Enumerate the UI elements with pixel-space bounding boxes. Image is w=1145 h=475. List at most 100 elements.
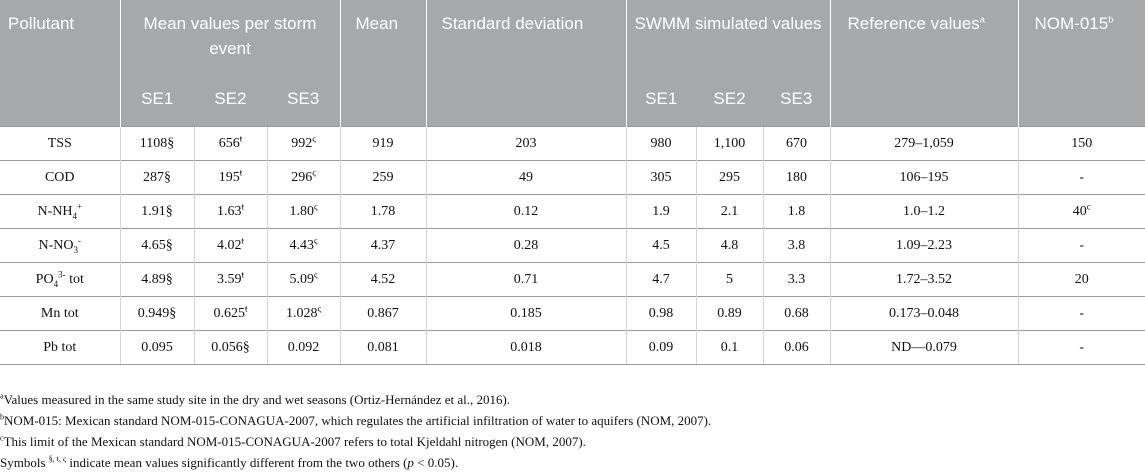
header-mean-per-storm: Mean values per storm event [119,0,340,80]
cell-std: 0.71 [425,262,626,297]
header-pollutant: Pollutant [0,0,120,127]
footnote-symbols: Symbols §, ŧ, ς indicate mean values sig… [0,454,459,470]
cell-sim-se2: 5 [695,262,763,297]
table-row: N-NO3- 4.65§ 4.02ŧ 4.43ς 4.37 0.28 4.5 4… [0,228,1145,263]
header-reference: Reference valuesa [829,0,1018,127]
header-row-1: Pollutant Mean values per storm event Me… [0,0,1145,127]
cell-se2: 0.625ŧ [193,296,267,331]
cell-sim-se2: 295 [695,160,763,195]
cell-reference: 279–1,059 [829,126,1018,161]
cell-se3: 1.028ς [266,296,340,331]
cell-se1: 4.89§ [119,262,194,297]
table-row: N-NH4+ 1.91§ 1.63ŧ 1.80ς 1.78 0.12 1.9 2… [0,194,1145,229]
cell-std: 0.12 [425,194,626,229]
cell-reference: 0.173–0.048 [829,296,1018,331]
cell-std: 0.018 [425,330,626,365]
header-row-2: SE1 SE2 SE3 SE1 SE2 SE3 [0,80,1145,127]
cell-se3: 1.80ς [266,194,340,229]
cell-mean: 4.52 [339,262,426,297]
cell-sim-se3: 0.68 [762,296,830,331]
table-row: TSS 1108§ 656ŧ 992ς 919 203 980 1,100 67… [0,126,1145,161]
cell-nom: - [1017,296,1145,331]
cell-pollutant: N-NO3- [0,228,120,263]
header-mean: Mean [339,0,426,127]
header-se2: SE2 [194,80,267,127]
cell-se3: 296ς [266,160,340,195]
cell-mean: 0.867 [339,296,426,331]
header-se1: SE1 [119,80,194,127]
cell-sim-se3: 3.8 [762,228,830,263]
cell-mean: 1.78 [339,194,426,229]
cell-sim-se1: 0.09 [625,330,696,365]
header-se3: SE3 [267,80,340,127]
cell-se1: 287§ [119,160,194,195]
cell-sim-se2: 2.1 [695,194,763,229]
cell-nom: 40c [1017,194,1145,229]
cell-sim-se1: 980 [625,126,696,161]
cell-sim-se2: 1,100 [695,126,763,161]
cell-se2: 3.59ŧ [193,262,267,297]
cell-se2: 1.63ŧ [193,194,267,229]
cell-nom: - [1017,330,1145,365]
table-row: Pb tot 0.095 0.056§ 0.092 0.081 0.018 0.… [0,330,1145,365]
nom-footnote-mark: b [1108,14,1114,25]
cell-se1: 0.095 [119,330,194,365]
cell-pollutant: COD [0,160,120,195]
cell-nom: 150 [1017,126,1145,161]
pollutant-table: Pollutant Mean values per storm event Me… [0,0,1145,365]
cell-se3: 5.09ς [266,262,340,297]
cell-se2: 195ŧ [193,160,267,195]
header-sim-se3: SE3 [763,80,830,127]
table-row: Mn tot 0.949§ 0.625ŧ 1.028ς 0.867 0.185 … [0,296,1145,331]
cell-std: 0.185 [425,296,626,331]
header-nom: NOM-015b [1017,0,1145,127]
footnote-a: aValues measured in the same study site … [0,391,511,407]
table-row: PO43- tot 4.89§ 3.59ŧ 5.09ς 4.52 0.71 4.… [0,262,1145,297]
header-sim-se2: SE2 [696,80,763,127]
cell-pollutant: Pb tot [0,330,120,365]
cell-std: 49 [425,160,626,195]
cell-reference: 1.09–2.23 [829,228,1018,263]
cell-sim-se3: 0.06 [762,330,830,365]
cell-sim-se1: 4.7 [625,262,696,297]
cell-reference: 1.72–3.52 [829,262,1018,297]
cell-se3: 4.43ς [266,228,340,263]
cell-mean: 259 [339,160,426,195]
cell-se3: 992ς [266,126,340,161]
cell-sim-se3: 3.3 [762,262,830,297]
cell-reference: 1.0–1.2 [829,194,1018,229]
cell-sim-se1: 1.9 [625,194,696,229]
cell-se2: 4.02ŧ [193,228,267,263]
cell-sim-se3: 1.8 [762,194,830,229]
cell-se1: 0.949§ [119,296,194,331]
cell-pollutant: TSS [0,126,120,161]
footnote-c: cThis limit of the Mexican standard NOM-… [0,433,586,449]
cell-se1: 1.91§ [119,194,194,229]
cell-pollutant: N-NH4+ [0,194,120,229]
reference-footnote-mark: a [979,14,985,25]
cell-mean: 0.081 [339,330,426,365]
cell-mean: 4.37 [339,228,426,263]
cell-sim-se1: 305 [625,160,696,195]
cell-nom: - [1017,160,1145,195]
cell-sim-se2: 0.1 [695,330,763,365]
cell-nom: - [1017,228,1145,263]
header-std: Standard deviation [425,0,626,127]
cell-sim-se1: 0.98 [625,296,696,331]
footnote-b: bNOM-015: Mexican standard NOM-015-CONAG… [0,412,712,428]
cell-se1: 1108§ [119,126,194,161]
table-row: COD 287§ 195ŧ 296ς 259 49 305 295 180 10… [0,160,1145,195]
cell-se2: 656ŧ [193,126,267,161]
header-sim-se1: SE1 [625,80,696,127]
cell-se1: 4.65§ [119,228,194,263]
cell-reference: 106–195 [829,160,1018,195]
cell-se2: 0.056§ [193,330,267,365]
cell-pollutant: PO43- tot [0,262,120,297]
cell-std: 0.28 [425,228,626,263]
cell-sim-se2: 4.8 [695,228,763,263]
cell-se3: 0.092 [266,330,340,365]
header-swmm: SWMM simulated values [625,0,830,80]
cell-reference: ND—0.079 [829,330,1018,365]
cell-sim-se1: 4.5 [625,228,696,263]
cell-sim-se2: 0.89 [695,296,763,331]
